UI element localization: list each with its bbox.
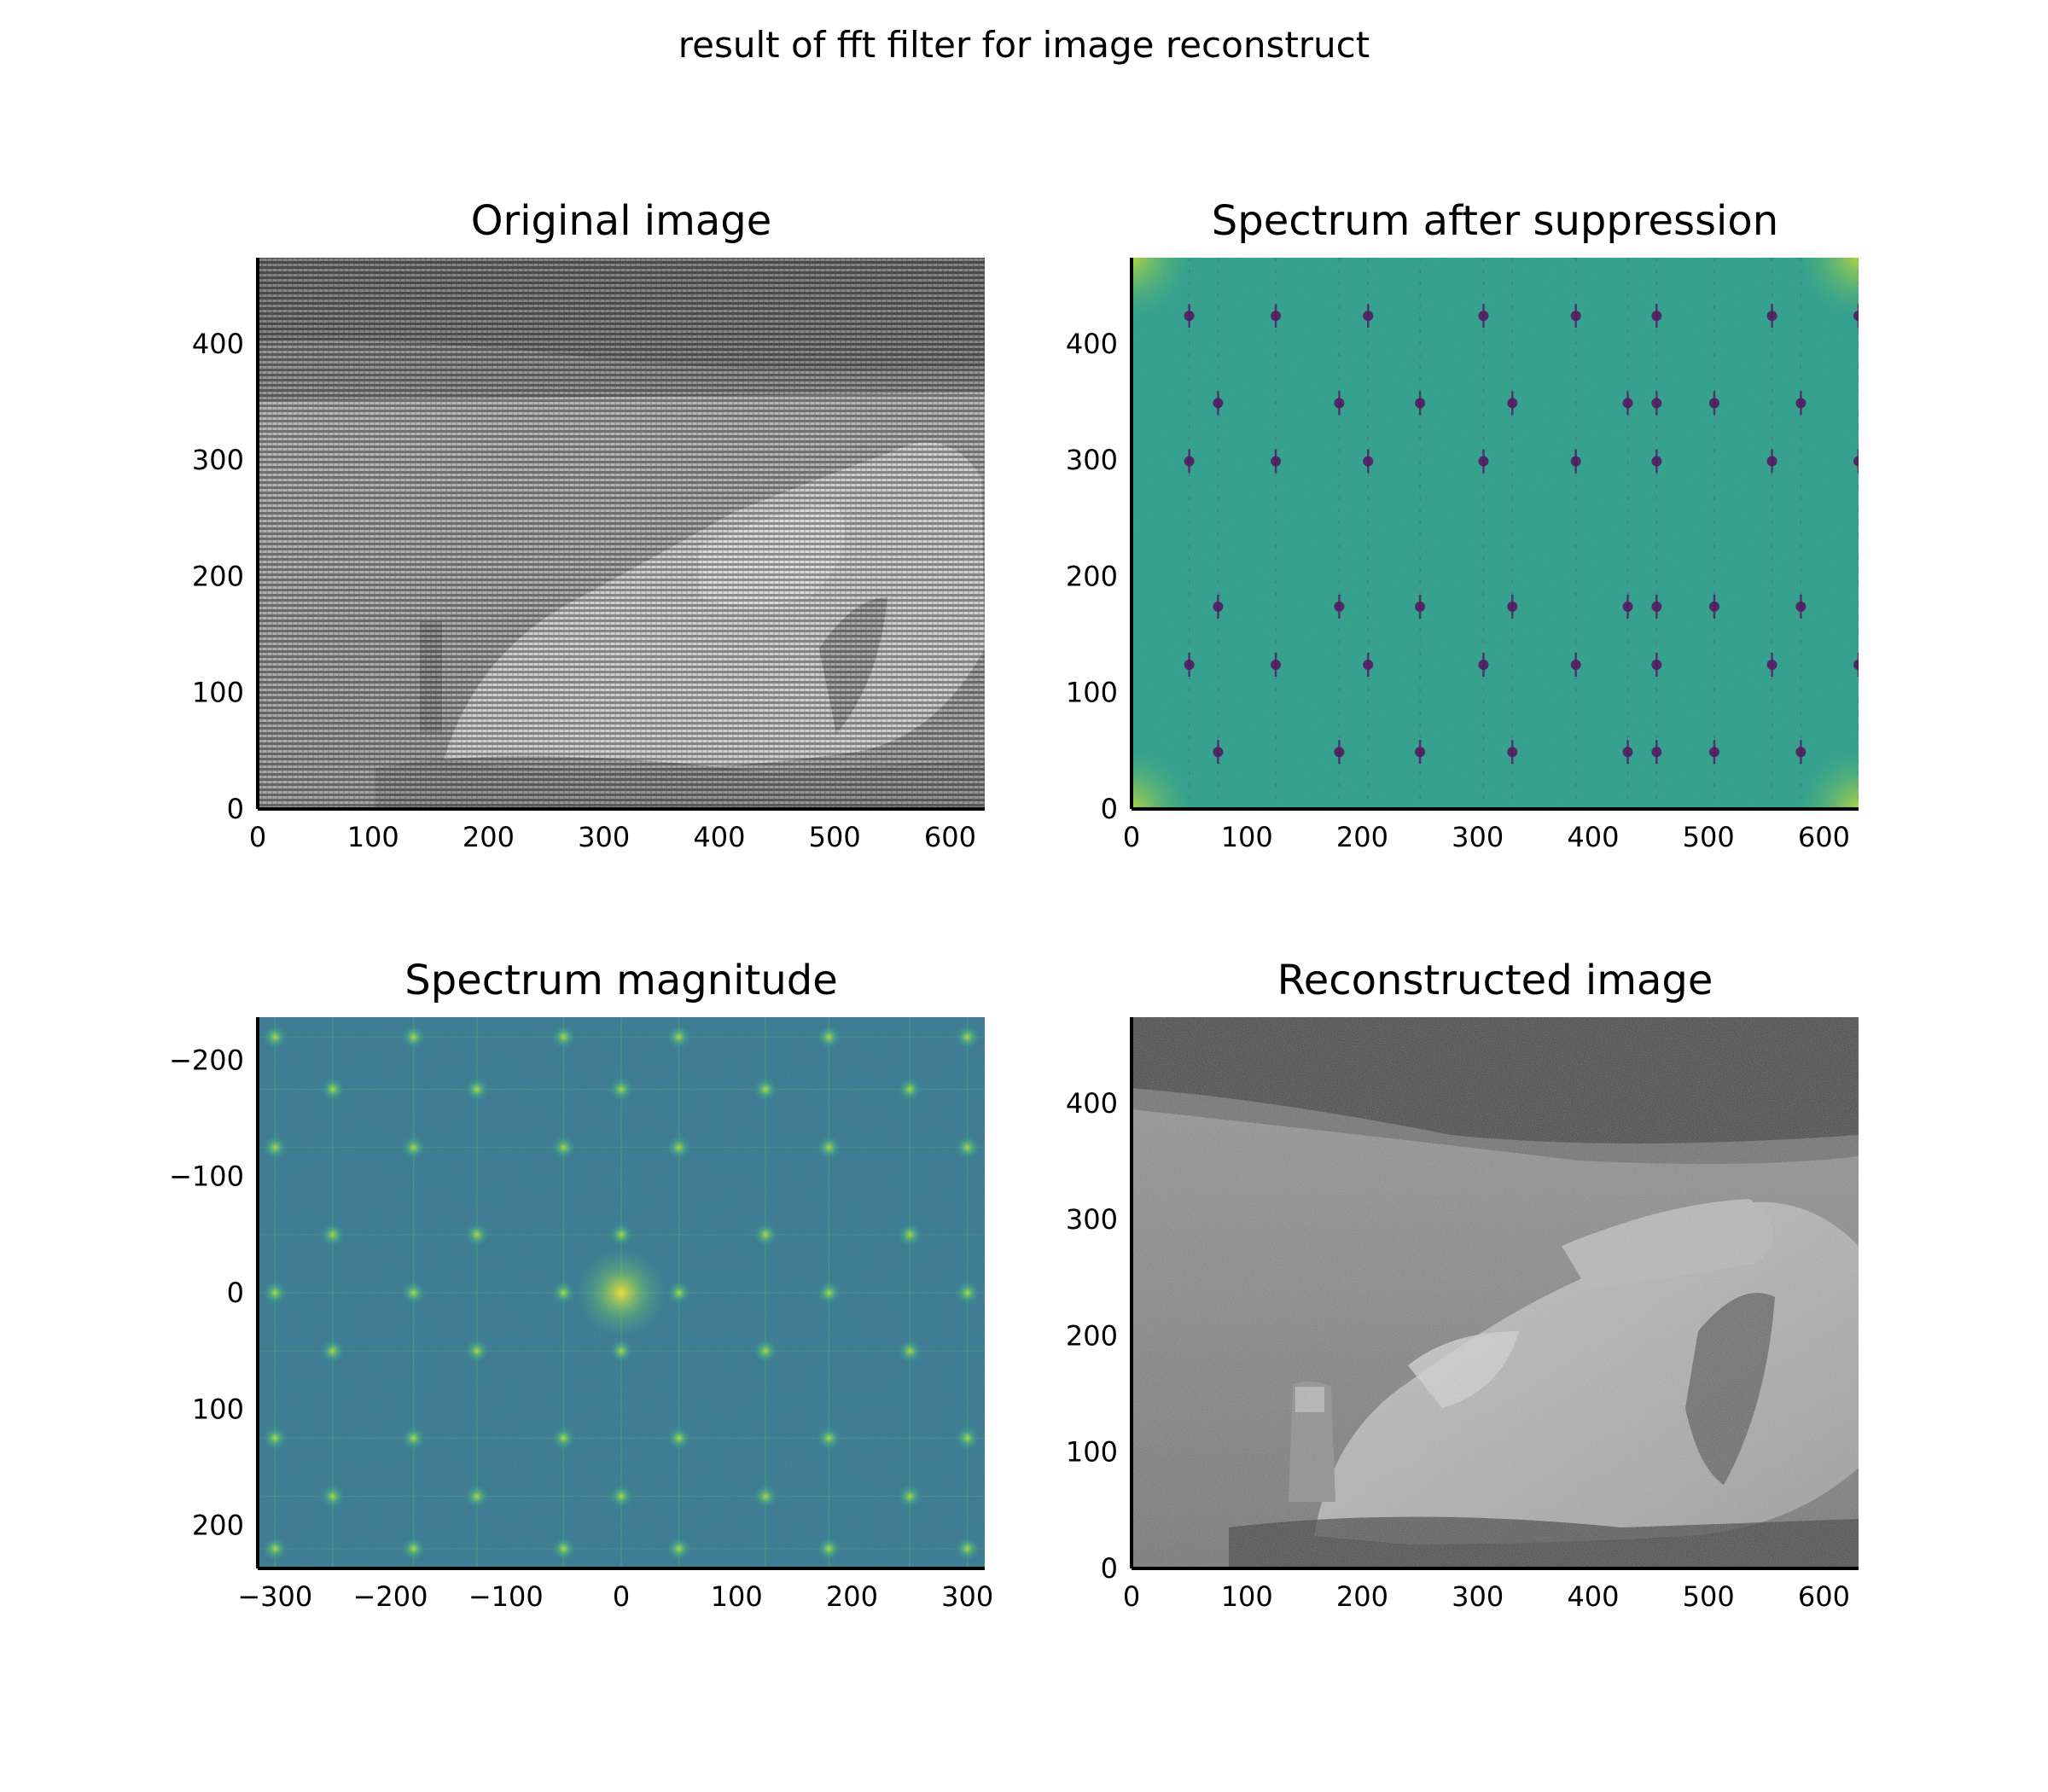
- panel-title-suppressed: Spectrum after suppression: [1212, 197, 1778, 245]
- x-tick-label: 300: [941, 1580, 993, 1613]
- y-tick-label: 100: [1066, 1436, 1118, 1469]
- x-tick-label: 100: [1221, 1580, 1273, 1613]
- x-tick-label: 300: [1452, 1580, 1504, 1613]
- x-tick-label: 0: [1123, 821, 1140, 853]
- panel-title-magnitude: Spectrum magnitude: [404, 957, 838, 1004]
- panel-title-reconstructed: Reconstructed image: [1277, 957, 1713, 1004]
- axes-reconstructed: 0 100 200 300 400 500 600 0 100 200 300 400: [1066, 1017, 1859, 1613]
- x-tick-label: 0: [249, 821, 266, 853]
- x-tick-label: 200: [826, 1580, 878, 1613]
- y-tick-label: 200: [192, 1510, 244, 1542]
- x-tick-label: 600: [1798, 821, 1850, 853]
- y-tick-label: −200: [169, 1044, 244, 1076]
- y-tick-label: 100: [192, 677, 244, 709]
- x-tick-label: 200: [1336, 1580, 1388, 1613]
- x-tick-label: 300: [578, 821, 630, 853]
- x-tick-label: 0: [1123, 1580, 1140, 1613]
- image-original: [258, 258, 985, 809]
- axes-magnitude: −300 −200 −100 0 100 200 300 200 100 0 −100 −200: [169, 1017, 993, 1613]
- x-tick-label: 200: [1336, 821, 1388, 853]
- y-tick-label: 0: [227, 1277, 244, 1309]
- x-tick-label: 500: [1683, 821, 1735, 853]
- x-tick-label: 200: [463, 821, 515, 853]
- y-tick-label: 0: [227, 793, 244, 825]
- x-tick-label: 0: [613, 1580, 630, 1613]
- panel-magnitude: Spectrum magnitude: [258, 957, 985, 1568]
- x-tick-label: 600: [924, 821, 976, 853]
- axes-suppressed: 0 100 200 300 400 500 600 0 100 200 300 400: [1066, 258, 1859, 853]
- y-tick-label: −100: [169, 1161, 244, 1193]
- y-tick-label: 100: [1066, 677, 1118, 709]
- x-tick-label: 400: [1567, 821, 1619, 853]
- y-tick-label: 300: [192, 444, 244, 476]
- x-tick-label: 500: [1683, 1580, 1735, 1613]
- y-tick-label: 400: [1066, 328, 1118, 360]
- axes-original: 0 100 200 300 400 500 600 0 100 200 300 400: [192, 258, 985, 853]
- y-tick-label: 200: [192, 560, 244, 592]
- image-reconstructed: [1132, 1017, 1859, 1568]
- y-tick-label: 400: [1066, 1087, 1118, 1120]
- y-tick-label: 0: [1101, 793, 1118, 825]
- panel-reconstructed: Reconstructed image: [1132, 957, 1859, 1568]
- y-tick-label: 100: [192, 1393, 244, 1425]
- x-tick-label: 300: [1452, 821, 1504, 853]
- x-tick-label: −200: [353, 1580, 428, 1613]
- image-suppressed: [1132, 258, 1859, 809]
- image-magnitude: [258, 1017, 985, 1568]
- axes-layer: 0 100 200 300 400 500 600 0 100 200 300 400 0 100 200 3…: [169, 258, 1859, 1613]
- x-tick-label: 100: [1221, 821, 1273, 853]
- figure-title: result of fft filter for image reconstru…: [678, 24, 1370, 66]
- x-tick-label: −100: [468, 1580, 544, 1613]
- x-tick-label: 500: [809, 821, 861, 853]
- y-tick-label: 300: [1066, 1203, 1118, 1236]
- x-tick-label: −300: [237, 1580, 312, 1613]
- x-tick-label: 400: [693, 821, 745, 853]
- y-tick-label: 200: [1066, 1319, 1118, 1352]
- panel-suppressed: Spectrum after suppression: [1132, 197, 1859, 809]
- x-tick-label: 600: [1798, 1580, 1850, 1613]
- panel-title-original: Original image: [471, 197, 772, 245]
- x-tick-label: 100: [347, 821, 399, 853]
- panel-original: Original image: [258, 197, 985, 809]
- y-tick-label: 0: [1101, 1552, 1118, 1585]
- x-tick-label: 400: [1567, 1580, 1619, 1613]
- y-tick-label: 200: [1066, 560, 1118, 592]
- x-tick-label: 100: [711, 1580, 763, 1613]
- y-tick-label: 300: [1066, 444, 1118, 476]
- y-tick-label: 400: [192, 328, 244, 360]
